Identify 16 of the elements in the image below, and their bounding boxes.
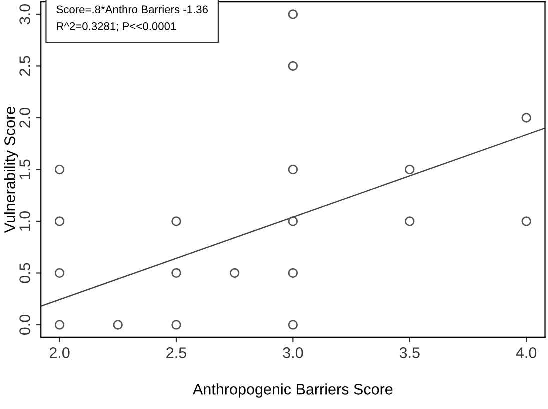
- y-tick-label: 0.0: [20, 314, 30, 336]
- x-tick-label: 3.0: [283, 348, 304, 358]
- annotation: Score=.8*Anthro Barriers -1.36: [56, 5, 208, 14]
- y-tick-label: 1.5: [20, 160, 30, 180]
- y-axis-title: Vulnerability Score: [4, 107, 18, 234]
- annotation: R^2=0.3281; P<<0.0001: [57, 22, 176, 32]
- x-tick-label: 3.5: [400, 348, 420, 358]
- y-tick-label: 3.0: [20, 4, 30, 24]
- y-tick-label: 2.0: [20, 108, 30, 128]
- x-tick-label: 2.0: [50, 348, 70, 358]
- y-tick-label: 0.5: [20, 263, 30, 284]
- y-tick-label: 2.5: [20, 56, 30, 76]
- x-tick-label: 2.5: [166, 348, 186, 358]
- x-tick-label: 4.0: [516, 348, 537, 358]
- y-tick-label: 1.0: [20, 211, 30, 231]
- x-axis-title: Anthropogenic Barriers Score: [193, 384, 393, 398]
